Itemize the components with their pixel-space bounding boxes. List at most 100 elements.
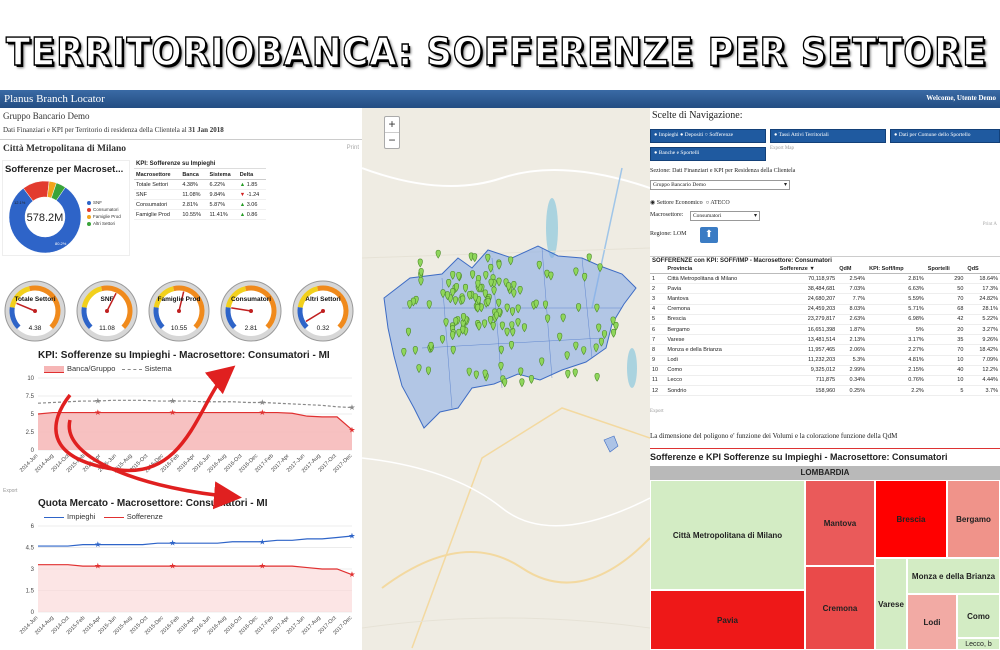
btn-banche-sportelli[interactable]: ● Banche e Sportelli	[650, 147, 766, 161]
province-header[interactable]: QdM	[837, 265, 868, 274]
group-select[interactable]: Gruppo Bancario Demo	[650, 180, 790, 190]
branch-pin-icon	[452, 296, 459, 306]
branch-pin-icon	[498, 362, 504, 371]
province-row[interactable]: 3 Mantova 24,680,207 7.7% 5.59% 70 24.82%	[650, 293, 1000, 305]
province-header[interactable]: Sportelli	[925, 265, 966, 274]
btn-banche-label: Banche e Sportelli	[658, 150, 700, 156]
tile-lodi[interactable]: Lodi	[907, 594, 957, 650]
right-panel: Scelte di Navigazione: ● Impieghi ● Depo…	[650, 108, 1000, 650]
branch-pin-icon	[482, 369, 488, 379]
tile-cremona[interactable]: Cremona	[805, 566, 875, 650]
chart1-export[interactable]: Export	[3, 488, 18, 494]
province-row[interactable]: 7 Varese 13,481,514 2.13% 3.17% 35 9.26%	[650, 334, 1000, 346]
radio-settore-economico[interactable]: ◉ Settore Economico	[650, 200, 703, 206]
series-point: ★	[94, 562, 101, 571]
branch-pin-icon	[428, 341, 434, 351]
series-point: ★	[259, 562, 266, 571]
branch-pin-icon	[496, 260, 502, 270]
branch-pin-icon	[490, 321, 496, 331]
branch-pin-icon	[472, 253, 478, 263]
y-tick-label: 5	[31, 412, 35, 418]
series-point: ★	[169, 397, 176, 406]
province-row[interactable]: 5 Brescia 23,279,817 2.63% 6.98% 42 5.22%	[650, 314, 1000, 325]
gauge: SNF 11.08	[76, 280, 138, 342]
branch-pin-icon	[509, 321, 515, 331]
province-treemap[interactable]: LOMBARDIA Città Metropolitana di Milano …	[650, 466, 1000, 650]
province-header[interactable]: KPI: Soff/Imp	[867, 265, 926, 274]
up-level-button[interactable]: ⬆	[700, 227, 718, 243]
tile-brescia[interactable]: Brescia	[875, 480, 947, 558]
zoom-out-button[interactable]: −	[388, 133, 396, 147]
branch-pin-icon	[460, 313, 467, 322]
branch-pin-icon	[548, 271, 554, 281]
tile-milano[interactable]: Città Metropolitana di Milano	[650, 480, 805, 590]
lombardy-map[interactable]	[362, 108, 650, 650]
radio-sofferenze[interactable]: ○ Sofferenze	[704, 132, 734, 138]
branch-pin-icon	[515, 304, 521, 314]
branch-pin-icon	[597, 263, 603, 273]
series-point: ★	[348, 570, 355, 579]
map-panel[interactable]: + −	[362, 108, 650, 650]
branch-pin-icon	[594, 372, 600, 382]
gauge-value: 11.08	[99, 325, 115, 332]
pie-legend-item: SNF	[87, 199, 121, 206]
province-row[interactable]: 4 Cremona 24,459,203 8.03% 5.71% 68 28.1%	[650, 304, 1000, 315]
tile-lecco[interactable]: Lecco, b	[957, 638, 1000, 650]
series-point: ★	[348, 425, 355, 434]
branch-pin-icon	[502, 378, 508, 388]
province-header[interactable]: Sofferenze ▼	[777, 265, 838, 274]
branch-pin-icon	[594, 303, 600, 313]
legend-swatch-sofferenze	[103, 516, 124, 518]
branch-markers[interactable]	[401, 249, 619, 388]
print-link-right[interactable]: Print A	[982, 222, 997, 227]
kpi-row: Consumatori 2.81% 5.87% ▲ 3.06	[134, 199, 266, 210]
tile-monza[interactable]: Monza e della Brianza	[907, 558, 1000, 594]
tile-como[interactable]: Como	[957, 594, 1000, 638]
series-line-1	[38, 564, 353, 576]
zoom-in-button[interactable]: +	[385, 117, 399, 133]
left-panel: Gruppo Bancario Demo Dati Finanziari e K…	[0, 108, 362, 650]
tile-bergamo[interactable]: Bergamo	[947, 480, 1000, 558]
branch-pin-icon	[476, 322, 482, 331]
tile-varese[interactable]: Varese	[875, 558, 907, 650]
province-row[interactable]: 1 Città Metropolitana di Milano 70,118,975…	[650, 273, 1000, 285]
tile-pavia[interactable]: Pavia	[650, 590, 805, 650]
branch-pin-icon	[576, 303, 582, 313]
radio-depositi[interactable]: ● Depositi	[679, 132, 704, 138]
province-header[interactable]: Provincia	[665, 265, 778, 274]
branch-pin-icon	[483, 271, 489, 280]
branch-pin-icon	[460, 295, 466, 305]
table-export-link[interactable]: Export	[650, 409, 664, 414]
zoom-control[interactable]: + −	[384, 116, 400, 149]
province-row[interactable]: 10 Como 9,325,012 2.99% 2.15% 40 12.2%	[650, 365, 1000, 376]
radio-ateco[interactable]: ○ ATECO	[705, 200, 730, 206]
print-link[interactable]: Print	[346, 145, 359, 151]
province-header[interactable]: QdS	[965, 265, 1000, 274]
macrosettore-select[interactable]: Consumatori	[690, 211, 760, 221]
province-row[interactable]: 2 Pavia 38,484,681 7.03% 6.63% 50 17.3%	[650, 283, 1000, 295]
branch-pin-icon	[443, 318, 449, 328]
radio-impieghi[interactable]: ● Impieghi	[654, 132, 679, 138]
province-row[interactable]: 8 Monza e della Brianza 11,957,465 2.06% 2.2…	[650, 344, 1000, 356]
branch-pin-icon	[601, 330, 608, 340]
province-table: SOFFERENZE con KPI: SOFF/IMP - Macrosett…	[650, 256, 1000, 397]
gauges-row: Totale Settori 4.38 SNF 11.08 Famiglie Prod 1…	[4, 280, 360, 342]
tile-mantova[interactable]: Mantova	[805, 480, 875, 566]
measure-radio-group[interactable]: ● Impieghi ● Depositi ○ Sofferenze	[650, 129, 766, 143]
branch-pin-icon	[610, 316, 616, 326]
province-row[interactable]: 12 Sondrio 158,960 0.25% 2.2% 5 3.7%	[650, 385, 1000, 397]
settore-radio-group[interactable]: ◉ Settore Economico ○ ATECO	[650, 199, 730, 206]
province-row[interactable]: 9 Lodi 11,232,203 5.3% 4.81% 10 7.09%	[650, 355, 1000, 366]
btn-tassi-territoriali[interactable]: ● Tassi Attivi Territoriali	[770, 129, 886, 143]
series-point: ★	[259, 408, 266, 417]
province-row[interactable]: 11 Lecco 711,875 0.34% 0.76% 10 4.44%	[650, 375, 1000, 387]
province-header[interactable]	[650, 265, 666, 274]
branch-pin-icon	[450, 345, 456, 355]
province-row[interactable]: 6 Bergamo 16,651,398 1.87% 5% 20 3.27%	[650, 324, 1000, 336]
kpi-row: Famiglie Prod 10.55% 11.41% ▲ 0.86	[134, 209, 266, 220]
page-headline: TERRITORIOBANCA: SOFFERENZE PER SETTORE	[5, 29, 988, 74]
btn-dati-comune[interactable]: ● Dati per Comune dello Sportello	[890, 129, 1000, 143]
export-map-link[interactable]: Export Map	[770, 146, 795, 151]
gauge-label: Famiglie Prod	[158, 296, 201, 303]
